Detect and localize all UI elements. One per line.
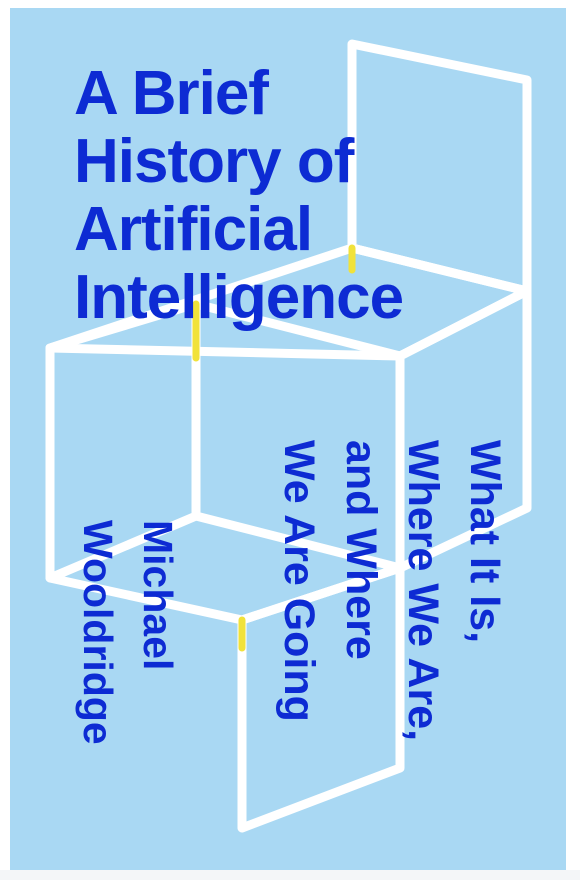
- bottom-strip: [0, 870, 580, 880]
- subtitle-line-4: We Are Going: [275, 440, 323, 722]
- title-line-4: Intelligence: [74, 263, 404, 332]
- book-subtitle: What It Is, Where We Are, and Where We A…: [268, 440, 516, 741]
- title-line-1: A Brief: [74, 59, 269, 128]
- subtitle-line-3: and Where: [337, 440, 385, 660]
- subtitle-line-2: Where We Are,: [399, 440, 447, 742]
- book-title: A Brief History of Artificial Intelligen…: [74, 59, 404, 332]
- author-last-name: Wooldridge: [75, 520, 121, 745]
- chair-illustration: [45, 39, 532, 833]
- title-line-2: History of: [74, 127, 354, 196]
- author-first-name: Michael: [135, 520, 181, 671]
- book-cover: A Brief History of Artificial Intelligen…: [10, 8, 566, 870]
- subtitle-line-1: What It Is,: [461, 440, 509, 644]
- author-name: Michael Wooldridge: [68, 520, 188, 745]
- title-line-3: Artificial: [74, 195, 313, 264]
- accent-strokes: [192, 244, 356, 652]
